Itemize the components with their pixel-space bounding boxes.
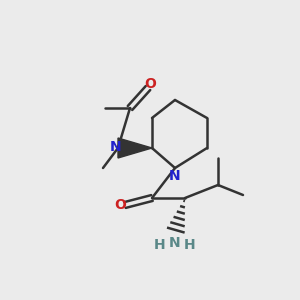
- Text: H: H: [184, 238, 196, 252]
- Text: N: N: [169, 169, 181, 183]
- Text: O: O: [114, 198, 126, 212]
- Text: H: H: [154, 238, 166, 252]
- Text: N: N: [169, 236, 181, 250]
- Polygon shape: [118, 138, 152, 158]
- Text: O: O: [144, 77, 156, 91]
- Text: N: N: [110, 140, 122, 154]
